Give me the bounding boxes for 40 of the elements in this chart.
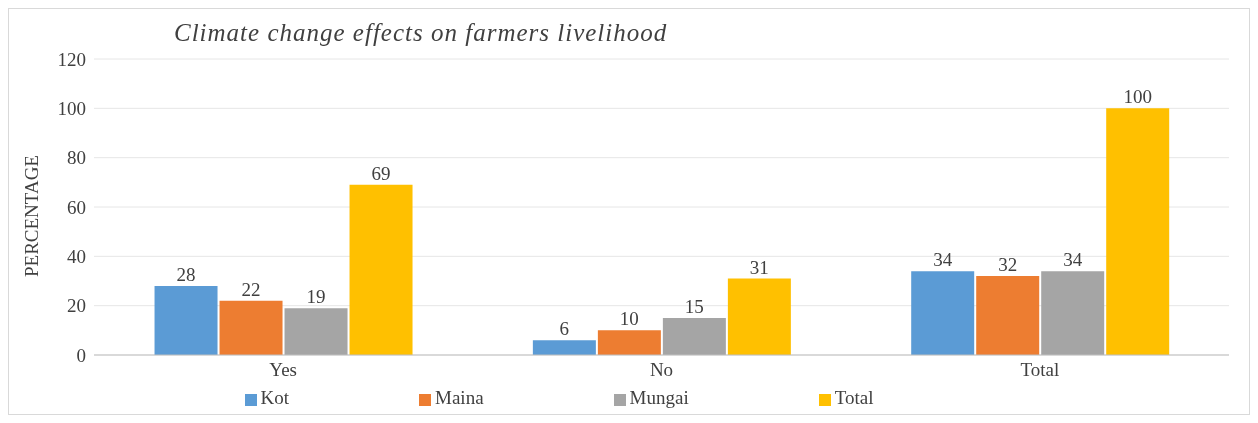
y-tick-label: 60 [67, 196, 86, 218]
data-label: 100 [1123, 86, 1152, 108]
bar [662, 318, 726, 355]
bar [219, 300, 283, 355]
data-label: 31 [749, 256, 769, 278]
y-tick-label: 120 [57, 48, 86, 70]
y-tick-label: 100 [57, 98, 86, 120]
data-label: 10 [619, 308, 639, 330]
data-label: 69 [371, 162, 391, 184]
y-tick-label: 0 [76, 344, 86, 366]
x-tick-label: Yes [269, 359, 297, 381]
bar [532, 340, 596, 355]
bar [1106, 108, 1170, 355]
bar [727, 278, 791, 355]
x-tick-label: No [649, 359, 674, 381]
bar [911, 271, 975, 355]
bar [1041, 271, 1105, 355]
y-tick-label: 80 [67, 147, 86, 169]
data-label: 34 [1063, 249, 1083, 271]
y-tick-label: 40 [67, 246, 86, 268]
data-label: 22 [241, 278, 261, 300]
x-tick-label: Total [1020, 359, 1060, 381]
data-label: 15 [684, 296, 704, 317]
data-label: 32 [998, 254, 1018, 276]
data-label: 19 [306, 286, 326, 308]
bar [284, 308, 348, 355]
legend-label: Kot [260, 387, 290, 408]
bar [597, 330, 661, 355]
legend-label: Mungai [629, 387, 689, 408]
data-label: 34 [933, 249, 953, 271]
bar [349, 184, 413, 355]
chart-title: Climate change effects on farmers livelihood [174, 19, 668, 47]
legend-label: Total [834, 387, 874, 408]
data-label: 6 [559, 318, 570, 340]
y-tick-label: 20 [67, 295, 86, 317]
y-axis-title: PERCENTAGE [20, 155, 42, 277]
legend-label: Maina [435, 387, 484, 408]
bar [154, 285, 218, 355]
bar [976, 276, 1040, 355]
data-label: 28 [176, 263, 196, 285]
